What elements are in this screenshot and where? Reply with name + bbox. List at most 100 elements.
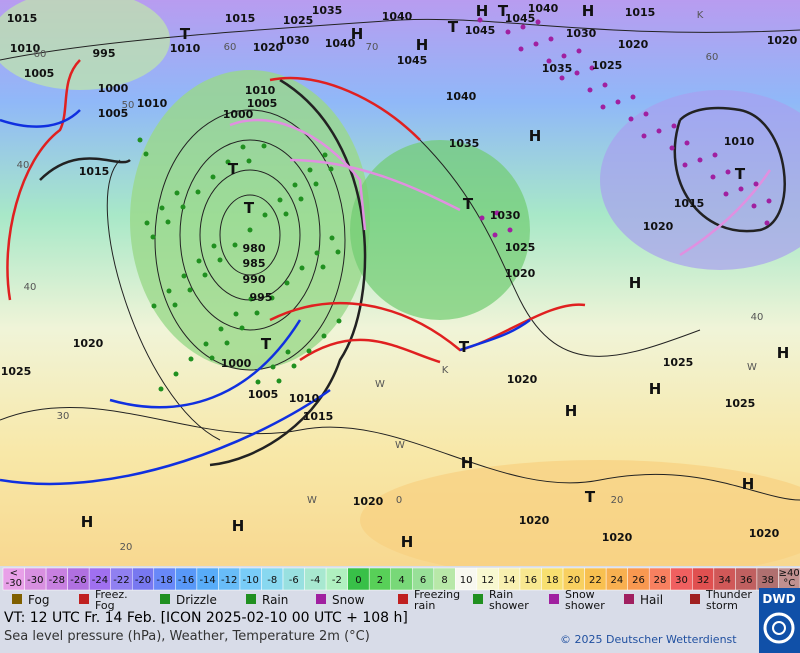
temperature-label: 32 — [697, 575, 710, 586]
rain-symbol — [240, 144, 246, 150]
pressure-center: H — [565, 402, 578, 420]
rain-symbol — [255, 379, 261, 385]
temperature-label: 30 — [675, 575, 688, 586]
isobar-label: 1010 — [724, 135, 755, 148]
rain-symbol — [283, 211, 289, 217]
weather-icon — [398, 594, 408, 604]
rain-symbol — [158, 386, 164, 392]
temperature-label: -12 — [221, 575, 237, 586]
temperature-label: 12 — [481, 575, 494, 586]
rain-symbol — [203, 341, 209, 347]
isobar-label: 1025 — [592, 59, 623, 72]
temperature-label: -30 — [27, 575, 43, 586]
rain-symbol — [172, 302, 178, 308]
snow-symbol — [535, 19, 541, 25]
rain-symbol — [165, 219, 171, 225]
rain-symbol — [211, 243, 217, 249]
snow-symbol — [507, 227, 513, 233]
pressure-center: H — [476, 2, 489, 20]
snow-symbol — [559, 75, 565, 81]
rain-symbol — [218, 326, 224, 332]
rain-symbol — [298, 196, 304, 202]
isobar-label: 1015 — [303, 410, 334, 423]
temperature-label: 24 — [611, 575, 624, 586]
isobar-label: 1020 — [618, 38, 649, 51]
pressure-center: H — [401, 533, 414, 551]
isobar-label: 1000 — [221, 357, 252, 370]
graticule-label: 40 — [17, 160, 30, 171]
isobar-label: 1020 — [602, 531, 633, 544]
pressure-center: H — [461, 454, 474, 472]
rain-symbol — [217, 257, 223, 263]
graticule-label: 40 — [24, 282, 37, 293]
rain-symbol — [224, 340, 230, 346]
isobar-label: 1025 — [1, 365, 32, 378]
pressure-center: T — [261, 335, 272, 353]
snow-symbol — [630, 94, 636, 100]
temperature-label: 20 — [567, 575, 580, 586]
rain-symbol — [180, 204, 186, 210]
rain-symbol — [292, 182, 298, 188]
rain-symbol — [284, 280, 290, 286]
isobar-label: 1025 — [283, 14, 314, 27]
snow-symbol — [725, 169, 731, 175]
temperature-label: -24 — [92, 575, 108, 586]
pressure-center: T — [498, 2, 509, 20]
temperature-label: -30 — [6, 578, 22, 589]
temperature-label: -16 — [178, 575, 194, 586]
graticule-label: 50 — [122, 100, 135, 111]
rain-symbol — [254, 310, 260, 316]
rain-symbol — [247, 227, 253, 233]
isobars — [0, 18, 800, 501]
rain-symbol — [306, 348, 312, 354]
isobar-label: 1040 — [446, 90, 477, 103]
rain-symbol — [329, 235, 335, 241]
temperature-label: -4 — [310, 575, 320, 586]
temperature-label: < — [10, 568, 18, 579]
rain-symbol — [174, 190, 180, 196]
temperature-field — [0, 0, 170, 90]
weather-label: storm — [706, 599, 738, 612]
graticule-label: W — [307, 495, 317, 506]
rain-symbol — [239, 325, 245, 331]
rain-symbol — [299, 265, 305, 271]
temperature-label: 38 — [761, 575, 774, 586]
rain-symbol — [188, 356, 194, 362]
fronts — [0, 59, 772, 486]
temperature-label: 28 — [654, 575, 667, 586]
pressure-center: H — [416, 36, 429, 54]
rain-symbol — [328, 166, 334, 172]
isobar-label: 1015 — [625, 6, 656, 19]
rain-symbol — [261, 143, 267, 149]
graticule-label: W — [395, 440, 405, 451]
graticule-label: 0 — [396, 495, 402, 506]
pressure-center: T — [228, 160, 239, 178]
rain-symbol — [248, 296, 254, 302]
temperature-label: -6 — [289, 575, 299, 586]
weather-icon — [12, 594, 22, 604]
weather-label: shower — [489, 599, 529, 612]
weather-label: Drizzle — [176, 593, 217, 607]
temperature-label: -14 — [199, 575, 215, 586]
snow-symbol — [600, 104, 606, 110]
snow-symbol — [738, 186, 744, 192]
weather-label: shower — [565, 599, 605, 612]
rain-symbol — [335, 249, 341, 255]
temperature-label: -18 — [156, 575, 172, 586]
temperature-label: °C — [783, 578, 795, 589]
isobar-label: 1030 — [566, 27, 597, 40]
pressure-center: H — [351, 25, 364, 43]
isobar-label: 995 — [250, 291, 273, 304]
temperature-label: 34 — [718, 575, 731, 586]
temperature-field — [360, 460, 800, 580]
graticule-label: K — [442, 365, 449, 376]
weather-icon — [690, 594, 700, 604]
isobar-label: 1020 — [353, 495, 384, 508]
snow-symbol — [602, 82, 608, 88]
temperature-label: 16 — [524, 575, 537, 586]
pressure-center: H — [582, 2, 595, 20]
temperature-label: -22 — [113, 575, 129, 586]
temperature-label: 36 — [740, 575, 753, 586]
